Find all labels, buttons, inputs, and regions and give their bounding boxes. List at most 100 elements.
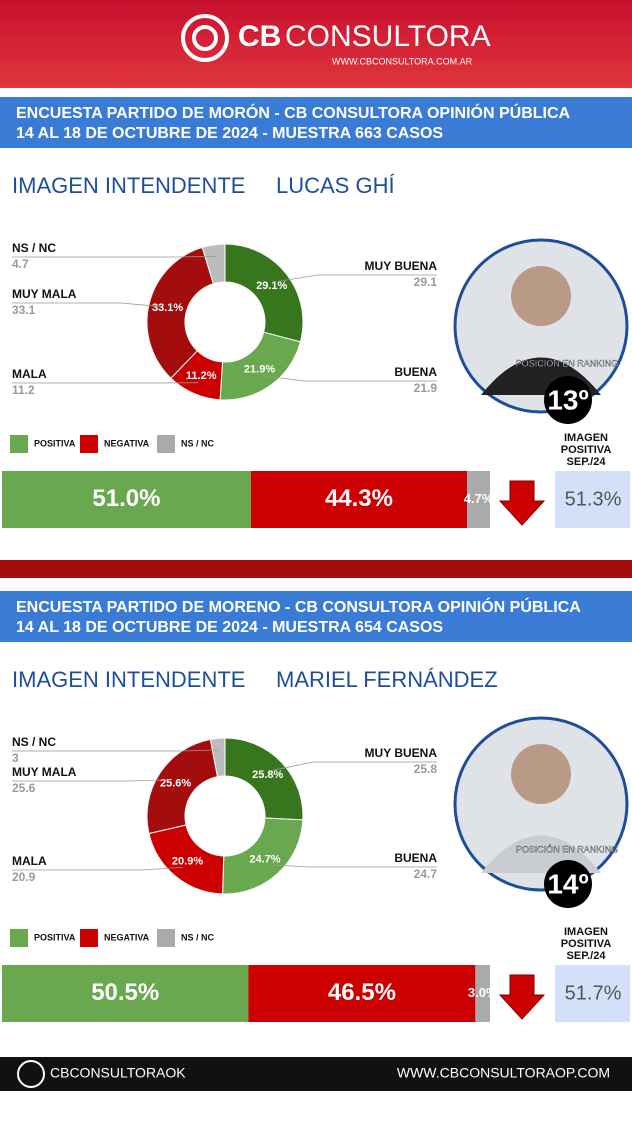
legend-swatch xyxy=(80,929,98,947)
header-band xyxy=(0,0,632,88)
donut-slice xyxy=(201,243,226,285)
bar-label: 4.7% xyxy=(464,491,494,506)
previous-label: POSITIVA xyxy=(561,444,612,456)
separator xyxy=(0,560,632,578)
ranking-badge xyxy=(544,376,592,424)
category-label: MALA xyxy=(12,854,47,868)
donut-slice xyxy=(222,817,304,895)
ranking: 13º xyxy=(547,384,588,415)
bar-label: 3.0% xyxy=(468,985,498,1000)
legend-label: NEGATIVA xyxy=(104,932,150,942)
bar-segment xyxy=(2,471,251,528)
category-label: BUENA xyxy=(394,851,437,865)
bar-segment xyxy=(2,965,249,1022)
ranking: 14º xyxy=(547,868,588,899)
bar-segment xyxy=(250,471,468,528)
leader-line xyxy=(12,302,161,307)
ranking-label: POSICIÓN EN RANKING xyxy=(516,358,619,368)
photo-head xyxy=(511,266,571,326)
leader-line xyxy=(269,864,437,868)
legend-swatch xyxy=(157,929,175,947)
survey-band xyxy=(0,591,632,642)
previous-label: IMAGEN xyxy=(564,432,608,444)
brand-a: CB xyxy=(238,20,281,53)
donut-slice xyxy=(224,243,304,343)
category-value: 11.2 xyxy=(12,383,35,397)
previous-value: 51.3% xyxy=(565,488,622,510)
leader-line xyxy=(12,749,219,752)
donut-slice xyxy=(209,737,226,778)
leader-line xyxy=(12,866,183,871)
ranking-label: POSICIÓN EN RANKING xyxy=(516,844,619,854)
donut-slice xyxy=(224,737,304,821)
category-label: BUENA xyxy=(394,365,437,379)
leader-line xyxy=(272,761,437,771)
category-value: 20.9 xyxy=(12,870,36,884)
survey-line: 14 AL 18 DE OCTUBRE DE 2024 - MUESTRA 66… xyxy=(16,125,443,142)
brand-b: CONSULTORA xyxy=(285,20,491,53)
previous-box xyxy=(555,965,630,1022)
category-label: MUY MALA xyxy=(12,287,77,301)
bar-label: 51.0% xyxy=(92,485,160,512)
previous-label: SEP./24 xyxy=(567,950,607,962)
survey-line: ENCUESTA PARTIDO DE MORENO - CB CONSULTO… xyxy=(16,597,581,616)
heading: IMAGEN INTENDENTE xyxy=(12,173,245,198)
slice-label: 29.1% xyxy=(256,280,287,292)
footer-site: WWW.CBCONSULTORAOP.COM xyxy=(397,1065,610,1081)
previous-label: IMAGEN xyxy=(564,926,608,938)
leader-line xyxy=(12,256,216,258)
down-arrow xyxy=(498,974,546,1020)
legend-label: NS / NC xyxy=(181,438,215,448)
slice-label: 25.8% xyxy=(252,769,283,781)
category-label: NS / NC xyxy=(12,241,56,255)
logo-icon xyxy=(181,14,229,62)
category-label: MUY BUENA xyxy=(365,746,438,760)
slice-label: 24.7% xyxy=(249,853,280,865)
previous-label: POSITIVA xyxy=(561,938,612,950)
category-label: NS / NC xyxy=(12,735,56,749)
bar-label: 50.5% xyxy=(91,979,159,1006)
legend-swatch xyxy=(157,435,175,453)
photo-head xyxy=(511,744,571,804)
previous-box xyxy=(555,471,630,528)
donut-slice xyxy=(146,246,214,379)
survey-line: 14 AL 18 DE OCTUBRE DE 2024 - MUESTRA 65… xyxy=(16,619,443,636)
bar-segment xyxy=(475,965,490,1022)
category-value: 29.1 xyxy=(414,275,438,289)
down-arrow xyxy=(498,480,546,526)
survey-band xyxy=(0,97,632,148)
mayor-name: MARIEL FERNÁNDEZ xyxy=(276,667,498,692)
leader-line xyxy=(263,375,437,382)
category-value: 24.7 xyxy=(414,867,438,881)
bar-segment xyxy=(467,471,490,528)
legend-label: NS / NC xyxy=(181,932,215,942)
legend-label: POSITIVA xyxy=(34,438,76,448)
category-value: 25.6 xyxy=(12,781,36,795)
category-value: 21.9 xyxy=(414,381,438,395)
slice-label: 25.6% xyxy=(160,778,191,790)
header-url: WWW.CBCONSULTORA.COM.AR xyxy=(332,56,473,66)
footer-band xyxy=(0,1057,632,1091)
category-label: MUY MALA xyxy=(12,765,77,779)
bar-label: 44.3% xyxy=(325,485,393,512)
previous-label: SEP./24 xyxy=(567,456,607,468)
legend-swatch xyxy=(80,435,98,453)
legend-swatch xyxy=(10,929,28,947)
slice-label: 11.2% xyxy=(186,370,217,382)
category-value: 3 xyxy=(12,751,19,765)
mayor-name: LUCAS GHÍ xyxy=(276,173,395,198)
legend-swatch xyxy=(10,435,28,453)
category-value: 4.7 xyxy=(12,257,29,271)
ranking-badge xyxy=(544,860,592,908)
category-label: MALA xyxy=(12,367,47,381)
heading: IMAGEN INTENDENTE xyxy=(12,667,245,692)
previous-value: 51.7% xyxy=(565,982,622,1004)
category-value: 25.8 xyxy=(414,762,438,776)
x-icon xyxy=(17,1060,45,1088)
category-value: 33.1 xyxy=(12,303,36,317)
category-label: MUY BUENA xyxy=(365,259,438,273)
slice-label: 20.9% xyxy=(172,855,203,867)
donut-slice xyxy=(146,738,219,835)
